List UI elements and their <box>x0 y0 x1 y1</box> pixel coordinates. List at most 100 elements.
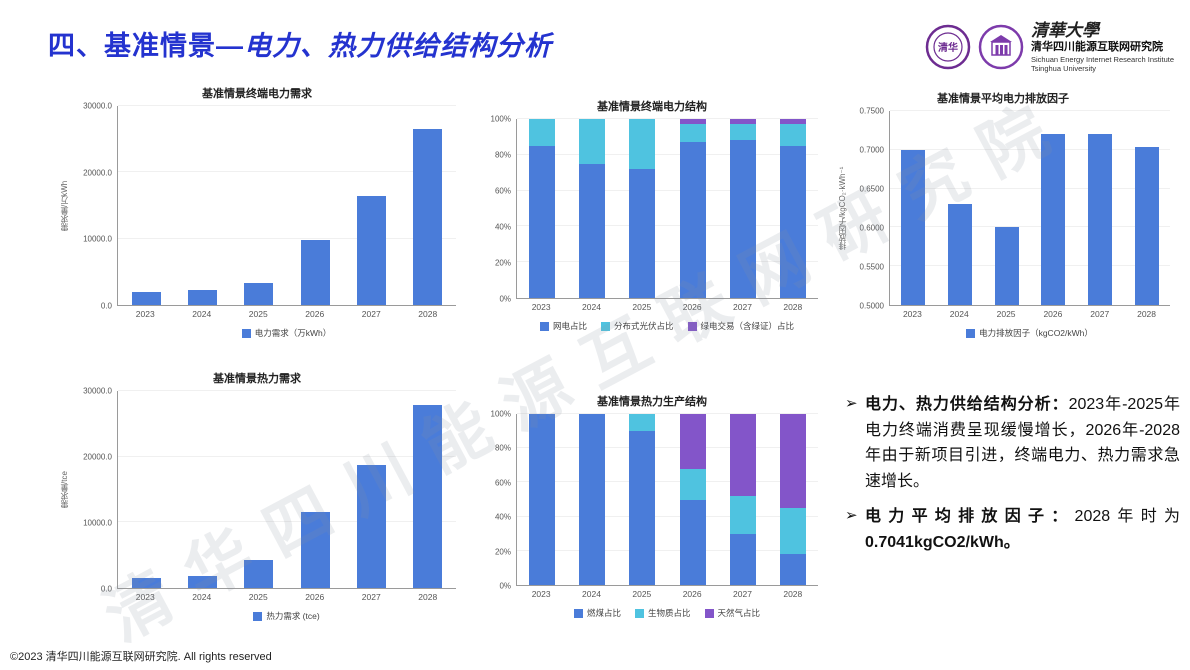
y-tick-label: 0.6500 <box>859 184 884 194</box>
chart-title: 基准情景热力生产结构 <box>597 396 707 408</box>
gridline <box>118 455 456 457</box>
bullet-body: 2023年-2025年电力终端消费呈现缓慢增长，2026年-2028年由于新项目… <box>865 396 1180 490</box>
bar <box>413 405 443 588</box>
y-tick-label: 80% <box>494 150 511 160</box>
bar <box>947 204 973 305</box>
bar-slot <box>890 111 937 305</box>
bar-slot <box>567 414 617 585</box>
x-tick-label: 2028 <box>1137 309 1157 319</box>
legend-swatch <box>634 608 644 618</box>
university-name-calligraphy: 清華大學 <box>1031 21 1099 40</box>
legend-label: 燃煤占比 <box>586 608 621 618</box>
gridline <box>118 105 456 106</box>
stack-segment <box>779 508 806 555</box>
stack-segment <box>779 124 806 146</box>
bar <box>901 149 926 305</box>
bar-slot <box>343 106 399 305</box>
bar <box>187 289 218 305</box>
y-axis-ticks: 0.5000 0.5500 0.6000 0.6500 0.7000 0.7500 <box>849 107 889 311</box>
analysis-panel: ➢ 电力、热力供给结构分析：2023年-2025年电力终端消费呈现缓慢增长，20… <box>845 392 1180 566</box>
legend-item: 电力需求（万kWh） <box>241 327 331 339</box>
y-tick-label: 0.5000 <box>859 301 884 311</box>
institute-name-en: Sichuan Energy Internet Research Institu… <box>1031 55 1174 64</box>
legend-swatch <box>539 321 549 331</box>
x-axis-labels: 2023 2024 2025 2026 2027 2028 <box>117 309 456 319</box>
y-tick-label: 30000.0 <box>83 101 112 111</box>
y-tick-label: 0.7000 <box>859 145 884 155</box>
stack-segment <box>729 119 756 125</box>
page-title: 四、基准情景—电力、热力供给结构分析 <box>48 24 552 63</box>
header-logos: 清华 清華大學 清华四川能源互联网研究院 Sichuan Energy Inte… <box>925 20 1174 74</box>
stacked-bar <box>529 119 556 298</box>
x-tick-label: 2027 <box>733 302 752 312</box>
stack-segment <box>579 119 606 164</box>
bar <box>1087 134 1113 305</box>
page-title-sub: 电力、热力供给结构分析 <box>244 31 552 61</box>
y-axis-ticks: 0% 20% 40% 60% 80% 100% <box>486 115 516 304</box>
bars-container <box>517 119 818 298</box>
x-tick-label: 2026 <box>1043 309 1063 319</box>
bar-slot <box>617 119 667 298</box>
bar-slot <box>287 106 343 305</box>
bar-slot <box>517 119 567 298</box>
y-tick-label: 10000.0 <box>83 518 112 528</box>
y-tick-label: 0% <box>499 294 511 304</box>
legend-label: 电力排放因子（kgCO2/kWh） <box>979 328 1093 338</box>
stack-segment <box>679 119 706 125</box>
chart-electricity-demand: 基准情景终端电力需求 需求量/万kWh 0.0 10000.0 20000.0 300… <box>58 85 456 339</box>
bars-container <box>517 414 818 585</box>
stack-segment <box>679 414 706 469</box>
x-axis-labels: 2023 2024 2025 2026 2027 2028 <box>117 592 456 602</box>
bar-slot <box>1123 111 1170 305</box>
legend-item: 电力排放因子（kgCO2/kWh） <box>966 327 1093 339</box>
bullet-bold-lead: 电力、热力供给结构分析： <box>865 396 1069 413</box>
stack-segment <box>579 414 606 585</box>
stack-segment <box>729 124 756 141</box>
gridline <box>517 225 818 227</box>
x-tick-label: 2025 <box>248 592 268 602</box>
stack-segment <box>529 145 556 298</box>
y-axis-ticks: 0% 20% 40% 60% 80% 100% <box>486 410 516 591</box>
legend-swatch <box>966 328 976 338</box>
bullet-arrow-icon: ➢ <box>845 395 858 412</box>
x-tick-label: 2027 <box>1090 309 1110 319</box>
bar <box>300 240 330 305</box>
gridline <box>517 118 818 119</box>
gridline <box>890 148 1170 150</box>
page-title-main: 四、基准情景— <box>48 31 244 61</box>
x-axis-labels: 2023 2024 2025 2026 2027 2028 <box>516 302 818 312</box>
bars-container <box>118 391 456 588</box>
x-axis-labels: 2023 2024 2025 2026 2027 2028 <box>516 589 818 599</box>
y-axis-title: 需求量/万kWh <box>60 180 69 232</box>
bar-slot <box>400 391 456 588</box>
legend-item: 生物质占比 <box>634 607 691 619</box>
bar <box>187 576 218 588</box>
gridline <box>517 549 818 551</box>
stack-segment <box>529 119 556 146</box>
stack-segment <box>629 119 656 170</box>
legend-label: 天然气占比 <box>717 608 761 618</box>
stack-segment <box>779 554 806 585</box>
y-axis-title: 排放因子/kgCO₂·kWh⁻¹ <box>838 166 847 251</box>
chart-electricity-structure: 基准情景终端电力结构 0% 20% 40% 60% 80% 100% 2023 2024 20… <box>486 98 818 332</box>
stacked-bar <box>629 414 656 585</box>
university-name-en: Tsinghua University <box>1031 64 1097 74</box>
plot-area <box>889 110 1170 306</box>
y-tick-label: 40% <box>494 222 511 232</box>
bullet-item: ➢ 电力平均排放因子：2028年时为 0.7041kgCO2/kWh。 <box>845 504 1180 555</box>
gridline <box>890 187 1170 189</box>
x-tick-label: 2025 <box>632 302 652 312</box>
x-tick-label: 2023 <box>531 589 551 599</box>
x-tick-label: 2028 <box>783 589 803 599</box>
chart-title: 基准情景终端电力结构 <box>597 101 707 113</box>
chart-emission-factor: 基准情景平均电力排放因子 排放因子/kgCO₂·kWh⁻¹ 0.5000 0.55… <box>836 90 1170 339</box>
organization-text: 清華大學 清华四川能源互联网研究院 Sichuan Energy Interne… <box>1031 20 1174 74</box>
bar <box>1041 134 1066 305</box>
y-tick-label: 0.0 <box>100 301 112 311</box>
bar-slot <box>668 414 718 585</box>
x-tick-label: 2028 <box>783 302 803 312</box>
bar-slot <box>287 391 343 588</box>
legend-label: 生物质占比 <box>647 608 691 618</box>
stack-segment <box>629 431 656 585</box>
bar <box>300 512 330 588</box>
